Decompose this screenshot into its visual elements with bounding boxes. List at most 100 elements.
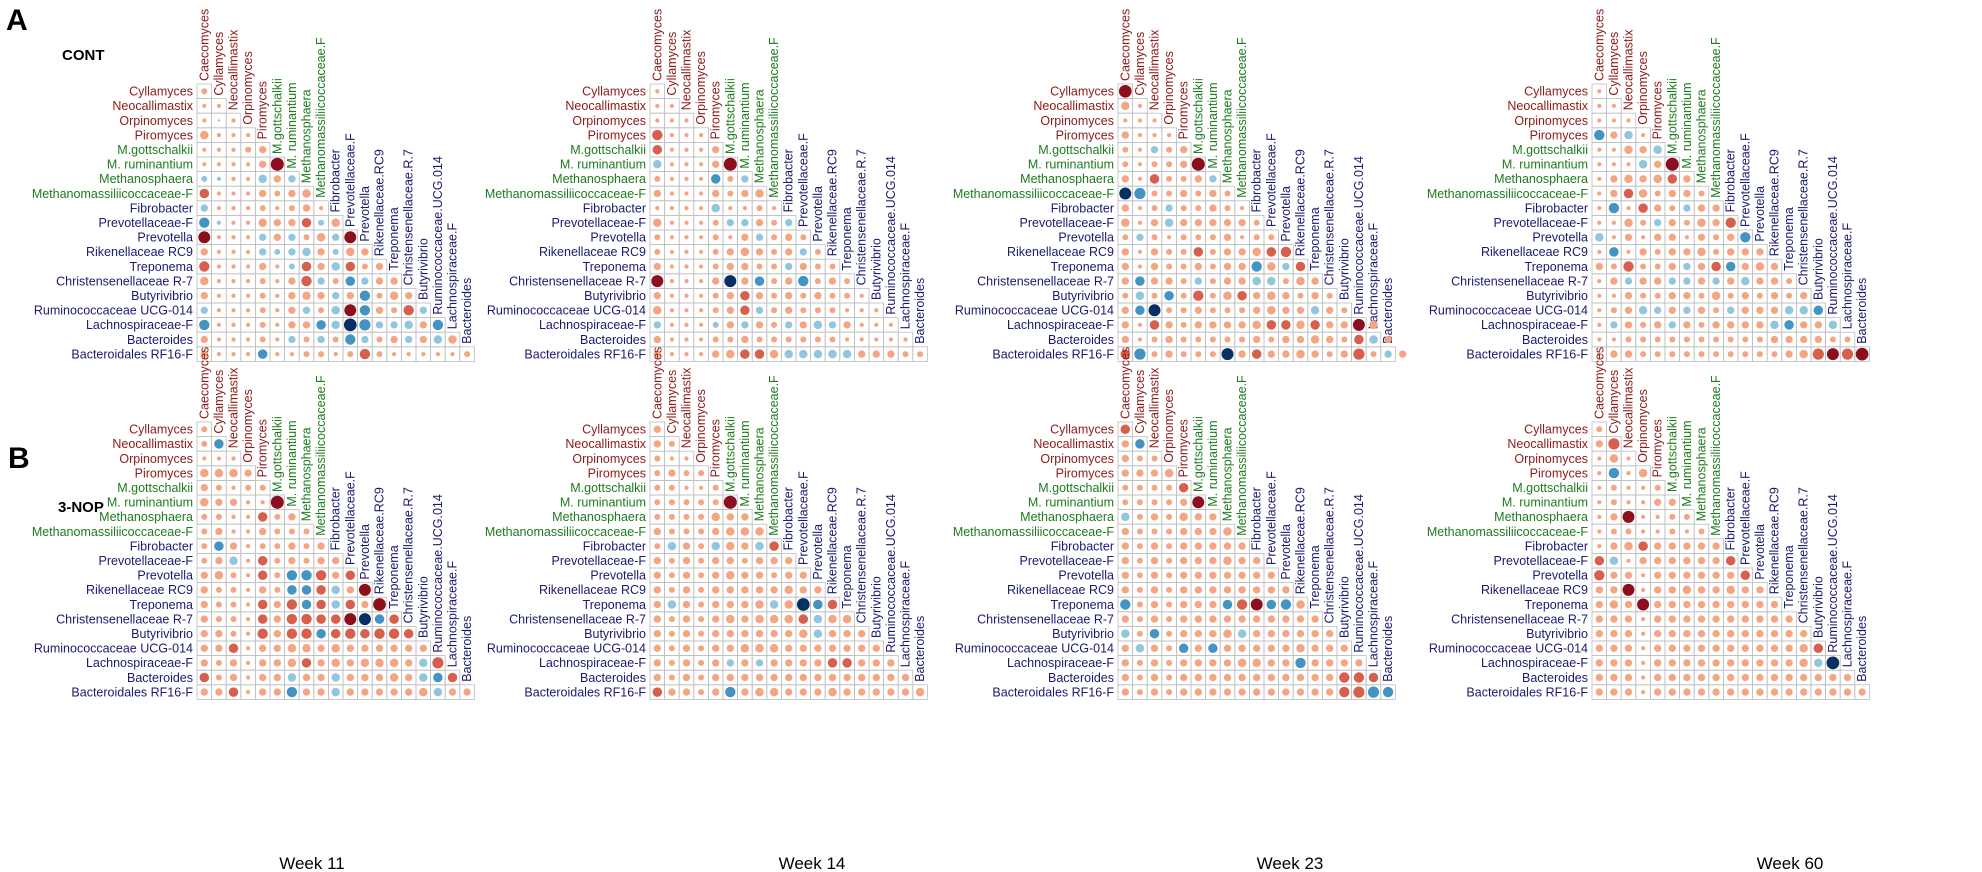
correlation-circle	[1151, 351, 1158, 358]
correlation-circle	[799, 262, 807, 271]
correlation-circle	[1166, 645, 1173, 652]
correlation-circle	[1382, 686, 1394, 698]
correlation-circle	[1638, 189, 1648, 198]
column-label: Caecomyces	[1592, 9, 1606, 81]
correlation-circle	[1611, 118, 1617, 123]
correlation-circle	[1150, 513, 1159, 521]
correlation-circle	[1639, 248, 1647, 256]
correlation-circle	[229, 468, 238, 478]
column-label: Christensenellaceae.R.7	[1323, 149, 1337, 285]
column-label: M. ruminantium	[1680, 420, 1694, 506]
correlation-circle	[374, 628, 385, 639]
correlation-circle	[1712, 219, 1720, 227]
row-label: Lachnospiraceae-F	[539, 656, 646, 670]
correlation-circle	[1626, 249, 1631, 255]
correlation-circle	[1209, 248, 1216, 255]
correlation-circle	[698, 249, 704, 255]
correlation-circle	[1668, 600, 1676, 609]
correlation-circle	[1640, 587, 1646, 593]
correlation-circle	[1756, 673, 1764, 682]
matrix-cell	[1854, 346, 1870, 362]
correlation-circle	[712, 277, 720, 285]
correlation-circle	[654, 175, 661, 182]
correlation-circle	[1594, 570, 1605, 581]
correlation-circle	[682, 644, 691, 652]
row-label: Methanosphaera	[1494, 172, 1588, 186]
correlation-circle	[1121, 277, 1129, 285]
correlation-circle	[1209, 292, 1216, 299]
correlation-circle	[1165, 335, 1173, 344]
correlation-circle	[1296, 644, 1305, 653]
correlation-circle	[1712, 644, 1720, 652]
column-label: M.gottschalkii	[1665, 416, 1679, 492]
column-label: Rikenellaceae.RC9	[826, 487, 840, 594]
correlation-circle	[1668, 615, 1676, 623]
correlation-circle	[287, 585, 297, 595]
correlation-circle	[288, 513, 296, 521]
column-label: Piromyces	[1651, 419, 1665, 477]
correlation-circle	[1786, 278, 1793, 285]
correlation-circle	[785, 630, 793, 638]
correlation-circle	[814, 644, 822, 652]
correlation-circle	[288, 233, 296, 241]
column-label: Ruminococcaceae.UCG.014	[431, 156, 445, 314]
correlation-circle	[1151, 190, 1158, 197]
correlation-circle	[302, 204, 311, 212]
correlation-circle	[726, 219, 734, 227]
correlation-circle	[344, 231, 357, 244]
correlation-circle	[698, 132, 704, 138]
correlation-circle	[770, 557, 778, 565]
correlation-circle	[859, 293, 864, 298]
correlation-circle	[741, 277, 749, 285]
correlation-circle	[1166, 499, 1173, 506]
correlation-circle	[1727, 292, 1734, 299]
correlation-circle	[771, 336, 778, 343]
correlation-circle	[1785, 673, 1793, 682]
correlation-circle	[1655, 529, 1660, 534]
correlation-circle	[1785, 630, 1793, 638]
column-label: Lachnospiraceae.F	[1841, 223, 1855, 330]
column-label: M. ruminantium	[738, 420, 752, 506]
correlation-circle	[1741, 262, 1749, 271]
correlation-circle	[419, 658, 428, 668]
correlation-circle	[1340, 350, 1348, 358]
correlation-circle	[1610, 644, 1618, 652]
correlation-circle	[771, 278, 778, 285]
correlation-circle	[1223, 556, 1232, 565]
correlation-circle	[1741, 630, 1749, 638]
column-label: Lachnospiraceae.F	[899, 561, 913, 668]
correlation-circle	[201, 557, 208, 564]
correlation-circle	[228, 643, 239, 654]
correlation-circle	[785, 673, 793, 682]
correlation-circle	[1150, 262, 1159, 271]
correlation-circle	[1237, 629, 1247, 638]
correlation-circle	[1814, 688, 1822, 696]
row-label: Methanomassiliicoccaceae-F	[953, 187, 1115, 201]
correlation-circle	[1353, 348, 1365, 360]
panel-letter-a: A	[6, 4, 28, 37]
correlation-circle	[331, 320, 340, 330]
correlation-circle	[741, 542, 749, 550]
column-label: Treponema	[1782, 207, 1796, 271]
column-label: Treponema	[840, 207, 854, 271]
correlation-circle	[814, 307, 821, 314]
correlation-circle	[1624, 350, 1633, 358]
correlation-circle	[215, 527, 223, 536]
correlation-circle	[217, 119, 221, 122]
correlation-circle	[1608, 202, 1620, 214]
row-label: Prevotellaceae-F	[1494, 216, 1589, 230]
column-label: M. ruminantium	[285, 420, 299, 506]
correlation-circle	[359, 348, 371, 360]
correlation-circle	[1683, 175, 1691, 183]
column-label: M. ruminantium	[1680, 82, 1694, 168]
correlation-circle	[231, 529, 236, 534]
correlation-circle	[1624, 688, 1633, 696]
correlation-circle	[359, 319, 371, 331]
correlation-circle	[405, 292, 413, 300]
correlation-circle	[1665, 157, 1679, 171]
correlation-circle	[1120, 349, 1131, 359]
correlation-circle	[1667, 174, 1678, 184]
correlation-circle	[1683, 336, 1690, 343]
correlation-circle	[669, 132, 675, 138]
correlation-circle	[245, 631, 251, 636]
